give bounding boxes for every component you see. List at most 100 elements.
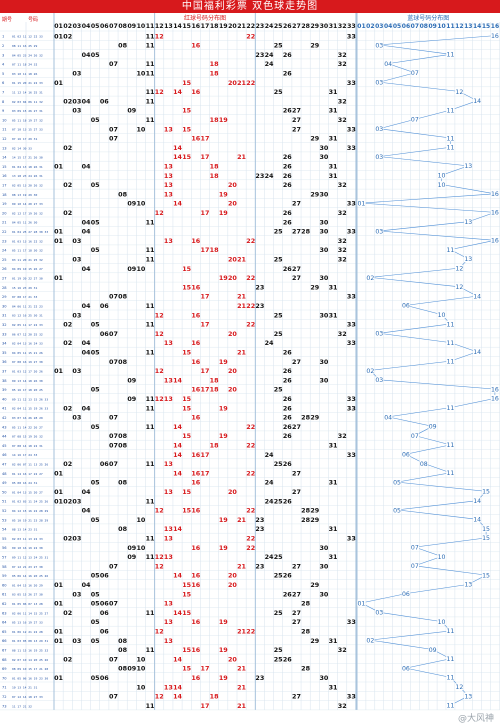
blue-ball-backdrop xyxy=(366,367,375,374)
blue-column-header: 13 xyxy=(464,23,472,30)
period-index: 1 xyxy=(2,35,4,39)
red-ball-number: 01 xyxy=(54,79,63,87)
red-ball-number: 15 xyxy=(182,665,191,673)
draw-summary: 11 17 21 32 xyxy=(12,704,32,708)
red-ball-number: 29 xyxy=(310,507,319,515)
draw-summary: 01 04 15 16 20 29 xyxy=(12,583,43,587)
red-ball-number: 19 xyxy=(219,274,228,282)
red-ball-number: 16 xyxy=(191,618,200,626)
draw-summary: 07 11 18 24 32 xyxy=(12,63,37,67)
red-ball-number: 30 xyxy=(319,544,328,552)
red-ball-number: 19 xyxy=(219,674,228,682)
blue-ball-backdrop xyxy=(490,385,500,393)
blue-ball-backdrop xyxy=(455,88,464,95)
red-ball-number: 31 xyxy=(329,553,338,561)
red-ball-number: 20 xyxy=(228,488,237,496)
draw-summary: 03 10 11 18 26 xyxy=(12,72,37,76)
draw-summary: 07 16 17 29 31 xyxy=(12,137,37,141)
red-ball-number: 10 xyxy=(136,265,145,273)
red-ball-number: 04 xyxy=(82,51,91,59)
blue-column-header: 15 xyxy=(482,23,490,30)
red-ball-number: 16 xyxy=(191,469,200,477)
red-ball-number: 02 xyxy=(63,32,72,40)
blue-ball-number: 15 xyxy=(482,535,490,542)
blue-column-header: 12 xyxy=(455,23,463,30)
red-ball-number: 24 xyxy=(265,339,274,347)
red-ball-number: 03 xyxy=(72,590,81,598)
red-ball-number: 04 xyxy=(82,581,91,589)
red-ball-number: 15 xyxy=(182,395,191,403)
blue-ball-backdrop xyxy=(490,395,500,402)
red-ball-number: 25 xyxy=(274,553,283,561)
red-zone-header: 红球号码分布图 xyxy=(184,14,226,22)
red-ball-number: 12 xyxy=(155,553,164,561)
period-index: 63 xyxy=(2,611,7,615)
red-ball-number: 14 xyxy=(173,572,182,580)
red-ball-number: 17 xyxy=(201,469,210,477)
blue-ball-backdrop xyxy=(401,590,411,597)
red-ball-number: 26 xyxy=(283,423,292,431)
period-index: 25 xyxy=(2,258,7,262)
draw-summary: 02 03 04 06 11 32 xyxy=(12,100,43,104)
period-index: 14 xyxy=(2,156,7,160)
draw-summary: 02 04 13 16 24 33 xyxy=(12,342,43,346)
draw-summary: 07 10 13 15 27 33 xyxy=(12,128,43,132)
blue-ball-number: 11 xyxy=(447,321,455,328)
red-ball-number: 11 xyxy=(146,497,155,505)
prize-header: 号码 xyxy=(28,16,38,23)
red-ball-number: 31 xyxy=(329,88,338,96)
red-ball-number: 30 xyxy=(319,246,328,254)
blue-ball-number: 11 xyxy=(447,145,455,152)
blue-ball-number: 10 xyxy=(438,182,446,189)
red-ball-number: 26 xyxy=(283,162,292,170)
blue-ball-number: 13 xyxy=(464,163,472,170)
red-ball-number: 18 xyxy=(210,116,219,124)
red-ball-number: 06 xyxy=(100,609,109,617)
blue-ball-number: 11 xyxy=(447,628,455,635)
blue-ball-number: 15 xyxy=(482,526,490,533)
red-ball-number: 19 xyxy=(219,432,228,440)
red-ball-number: 06 xyxy=(100,460,109,468)
period-index: 24 xyxy=(2,249,7,253)
red-ball-number: 13 xyxy=(164,181,173,189)
red-ball-number: 11 xyxy=(146,423,155,431)
draw-summary: 01 05 06 07 13 28 xyxy=(12,602,43,606)
period-index: 59 xyxy=(2,574,7,578)
red-ball-number: 32 xyxy=(338,330,347,338)
draw-summary: 07 08 15 19 26 32 xyxy=(12,435,43,439)
red-ball-number: 01 xyxy=(54,228,63,236)
period-index: 35 xyxy=(2,351,7,355)
red-ball-number: 05 xyxy=(91,386,100,394)
blue-ball-number: 14 xyxy=(473,98,481,105)
red-ball-number: 27 xyxy=(292,265,301,273)
red-column-header: 03 xyxy=(73,23,82,30)
red-ball-number: 08 xyxy=(118,432,127,440)
red-ball-number: 15 xyxy=(182,432,191,440)
red-column-header: 01 xyxy=(54,23,63,30)
blue-column-header: 14 xyxy=(473,23,481,30)
red-ball-number: 11 xyxy=(146,321,155,329)
red-ball-number: 32 xyxy=(338,237,347,245)
draw-summary: 07 08 17 21 33 xyxy=(12,295,37,299)
red-ball-number: 16 xyxy=(191,88,200,96)
period-index: 19 xyxy=(2,202,7,206)
red-ball-number: 27 xyxy=(292,618,301,626)
blue-ball-number: 07 xyxy=(411,544,419,551)
page-title: 中国福利彩票 双色球走势图 xyxy=(0,0,500,13)
red-ball-number: 25 xyxy=(274,311,283,319)
red-ball-number: 01 xyxy=(54,367,63,375)
red-ball-number: 17 xyxy=(201,386,210,394)
red-ball-number: 04 xyxy=(82,97,91,105)
red-ball-number: 11 xyxy=(146,348,155,356)
red-ball-number: 13 xyxy=(164,237,173,245)
red-column-header: 24 xyxy=(265,23,274,30)
red-ball-number: 02 xyxy=(63,655,72,663)
blue-ball-backdrop xyxy=(357,199,366,207)
red-ball-number: 04 xyxy=(82,339,91,347)
red-ball-number: 25 xyxy=(274,497,283,505)
red-ball-number: 32 xyxy=(338,246,347,254)
blue-ball-backdrop xyxy=(446,701,455,709)
red-ball-number: 11 xyxy=(146,246,155,254)
red-ball-number: 19 xyxy=(219,404,228,412)
red-ball-number: 11 xyxy=(146,60,155,68)
